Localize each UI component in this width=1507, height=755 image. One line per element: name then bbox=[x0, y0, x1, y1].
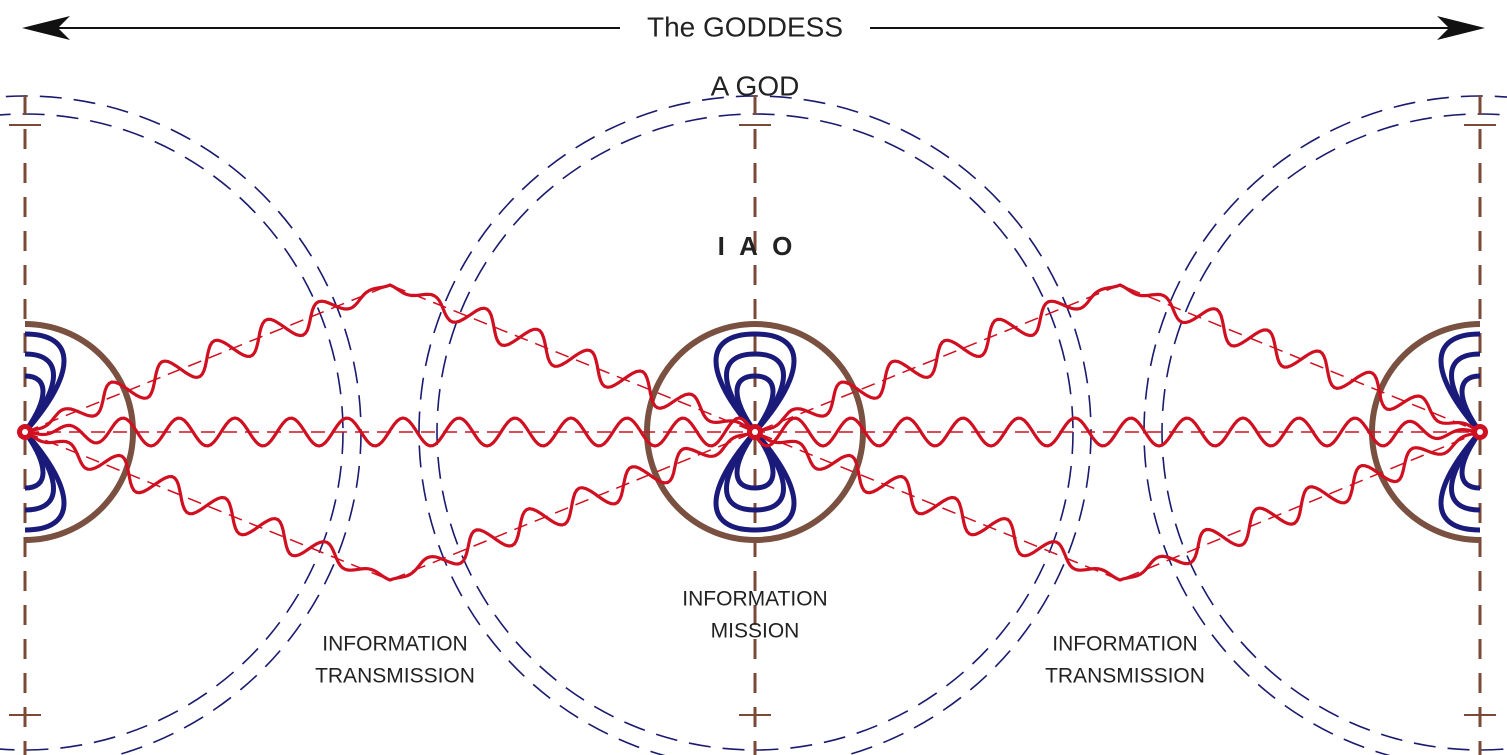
dot-center bbox=[752, 429, 758, 435]
core-label: I A O bbox=[718, 231, 793, 261]
lobe bbox=[1438, 331, 1480, 434]
lobe bbox=[734, 430, 776, 491]
lobe bbox=[25, 351, 56, 434]
label-line: INFORMATION bbox=[322, 633, 467, 656]
guide-line bbox=[24, 431, 1481, 581]
lobe bbox=[1449, 351, 1480, 434]
lobe bbox=[1438, 430, 1480, 533]
lobe bbox=[25, 430, 56, 513]
lobe bbox=[734, 373, 776, 434]
wave bbox=[24, 283, 1480, 434]
lobe bbox=[713, 430, 797, 533]
guide-line bbox=[24, 284, 1481, 433]
label-line: MISSION bbox=[711, 620, 800, 643]
field-circle bbox=[0, 95, 362, 755]
wave bbox=[24, 430, 1479, 582]
dots bbox=[17, 424, 1488, 440]
lobe bbox=[1449, 430, 1480, 513]
lobe bbox=[724, 430, 786, 513]
label-line: TRANSMISSION bbox=[1045, 665, 1205, 688]
dot-center bbox=[1477, 429, 1483, 435]
label-line: TRANSMISSION bbox=[315, 665, 475, 688]
lobe bbox=[713, 331, 797, 434]
arrow-head bbox=[1437, 16, 1485, 40]
lobe bbox=[25, 373, 46, 434]
arrow-head bbox=[22, 16, 70, 40]
label-line: INFORMATION bbox=[1052, 633, 1197, 656]
axis-lines bbox=[9, 95, 1496, 755]
core-circle bbox=[25, 321, 136, 543]
dot-center bbox=[22, 429, 28, 435]
lobe bbox=[25, 430, 67, 533]
title: The GODDESS bbox=[647, 11, 843, 42]
label-line: INFORMATION bbox=[682, 588, 827, 611]
lobe bbox=[25, 331, 67, 434]
lobe bbox=[1459, 373, 1480, 434]
title-bg bbox=[620, 8, 870, 48]
lobe bbox=[724, 351, 786, 434]
lobe bbox=[1459, 430, 1480, 491]
center-label: A GOD bbox=[711, 70, 800, 101]
lobes bbox=[25, 331, 1480, 533]
lobe bbox=[25, 430, 46, 491]
